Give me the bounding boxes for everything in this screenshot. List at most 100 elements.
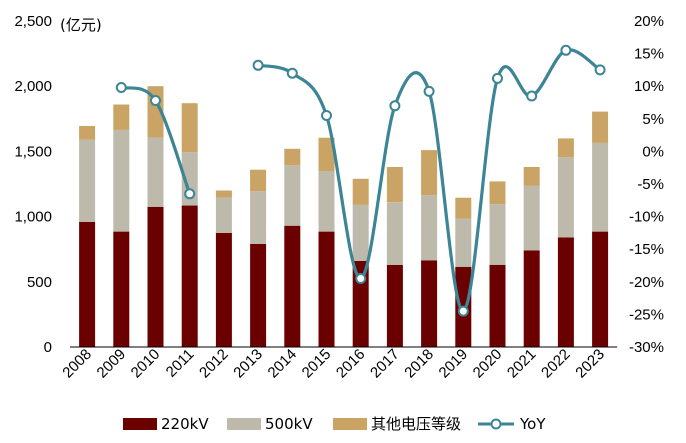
- bar-其他电压等级-2018: [421, 150, 438, 196]
- bar-其他电压等级-2016: [352, 178, 369, 205]
- yoy-point-2017: [389, 100, 401, 112]
- bar-500kV-2020: [489, 204, 506, 265]
- right-axis-tick-label: -20%: [629, 274, 664, 291]
- right-axis-tick-label: -15%: [629, 241, 664, 258]
- bar-500kV-2016: [352, 204, 369, 261]
- bar-220kV-2013: [250, 244, 267, 347]
- yoy-point-2020: [492, 72, 503, 84]
- bar-其他电压等级-2013: [250, 169, 267, 192]
- x-axis-tick-label: 2015: [299, 346, 335, 382]
- left-axis-tick-label: 1,500: [14, 143, 52, 160]
- x-axis-tick-label: 2012: [196, 346, 232, 382]
- yoy-point-2010: [150, 95, 161, 106]
- x-axis-tick-label: 2023: [572, 346, 608, 382]
- x-axis-tick-label: 2021: [504, 346, 540, 382]
- bar-220kV-2018: [421, 260, 438, 347]
- bar-500kV-2017: [386, 202, 403, 265]
- left-axis-tick-label: 0: [44, 339, 52, 356]
- bar-其他电压等级-2022: [557, 138, 574, 158]
- left-axis-tick-label: 2,000: [14, 78, 52, 95]
- right-axis-tick-label: -5%: [637, 176, 664, 193]
- bar-500kV-2018: [421, 195, 438, 261]
- bar-500kV-2015: [318, 171, 335, 232]
- yoy-point-2022: [560, 44, 572, 56]
- bar-220kV-2015: [318, 231, 335, 347]
- bar-500kV-2022: [557, 157, 574, 238]
- bar-220kV-2010: [147, 206, 164, 347]
- x-axis-tick-label: 2014: [265, 346, 301, 382]
- left-axis-unit-label: (亿元): [60, 16, 102, 34]
- right-axis-tick-label: 15%: [634, 46, 664, 63]
- x-axis-tick-label: 2019: [436, 346, 472, 382]
- x-axis-tick-label: 2013: [230, 346, 266, 382]
- legend-label-yoy: YoY: [519, 415, 546, 433]
- right-axis-tick-label: 0%: [642, 143, 664, 160]
- yoy-point-2011: [184, 188, 196, 200]
- bar-500kV-2008: [79, 139, 96, 222]
- right-axis-tick-label: -10%: [629, 209, 664, 226]
- bar-220kV-2023: [592, 231, 609, 347]
- yoy-point-2019: [457, 305, 469, 317]
- bar-其他电压等级-2009: [113, 104, 130, 130]
- yoy-point-2021: [526, 90, 538, 102]
- left-axis-tick-label: 500: [27, 274, 52, 291]
- bar-其他电压等级-2011: [181, 103, 198, 153]
- bar-500kV-2009: [113, 129, 130, 232]
- bar-220kV-2012: [215, 232, 232, 347]
- bar-500kV-2021: [523, 186, 540, 251]
- legend-label-500kV: 500kV: [265, 415, 313, 433]
- yoy-point-2023: [594, 64, 606, 76]
- right-axis-tick-label: 20%: [634, 13, 664, 30]
- bar-500kV-2023: [592, 142, 609, 232]
- bar-其他电压等级-2015: [318, 137, 335, 171]
- legend-swatch-220kV: [123, 418, 157, 430]
- x-axis-tick-label: 2022: [538, 346, 574, 382]
- bar-其他电压等级-2023: [592, 111, 609, 143]
- x-axis-tick-label: 2016: [333, 346, 369, 382]
- bar-500kV-2013: [250, 191, 267, 244]
- legend-label-其他电压等级: 其他电压等级: [371, 415, 461, 433]
- bar-500kV-2019: [455, 218, 472, 267]
- right-axis-tick-label: 5%: [642, 111, 664, 128]
- right-axis-tick-label: -30%: [629, 339, 664, 356]
- bar-其他电压等级-2012: [215, 190, 232, 198]
- bar-220kV-2009: [113, 231, 130, 347]
- x-axis-tick-label: 2020: [470, 346, 506, 382]
- yoy-point-2014: [286, 67, 298, 79]
- left-axis-tick-label: 2,500: [14, 13, 52, 30]
- bar-220kV-2011: [181, 205, 198, 347]
- bar-500kV-2010: [147, 137, 164, 207]
- legend-swatch-其他电压等级: [333, 418, 367, 430]
- bar-其他电压等级-2020: [489, 181, 506, 205]
- bar-500kV-2014: [284, 165, 301, 226]
- bar-其他电压等级-2008: [79, 126, 96, 140]
- x-axis-tick-label: 2009: [94, 346, 130, 382]
- x-axis-tick-label: 2017: [367, 346, 403, 382]
- bar-220kV-2016: [352, 260, 369, 347]
- yoy-point-2009: [115, 82, 127, 93]
- yoy-point-2015: [321, 110, 332, 121]
- bar-220kV-2008: [79, 221, 96, 347]
- bar-其他电压等级-2014: [284, 148, 301, 166]
- x-axis-tick-label: 2011: [163, 346, 198, 381]
- legend-swatch-500kV: [227, 418, 261, 430]
- left-axis-tick-label: 1,000: [14, 209, 52, 226]
- bar-500kV-2012: [215, 197, 232, 233]
- bar-220kV-2021: [523, 250, 540, 347]
- bar-其他电压等级-2019: [455, 197, 472, 219]
- bar-220kV-2020: [489, 264, 506, 347]
- yoy-point-2016: [355, 273, 367, 284]
- bar-220kV-2017: [386, 264, 403, 347]
- right-axis-tick-label: -25%: [629, 306, 664, 323]
- x-axis-tick-label: 2008: [59, 346, 95, 382]
- bar-220kV-2022: [557, 237, 574, 347]
- x-axis-tick-label: 2010: [128, 346, 164, 382]
- legend-label-220kV: 220kV: [161, 415, 209, 433]
- x-axis-tick-label: 2018: [401, 346, 437, 382]
- yoy-point-2018: [423, 85, 435, 97]
- bar-其他电压等级-2021: [523, 167, 540, 186]
- bar-其他电压等级-2017: [386, 167, 403, 203]
- bar-220kV-2014: [284, 225, 301, 347]
- right-axis-tick-label: 10%: [634, 78, 664, 95]
